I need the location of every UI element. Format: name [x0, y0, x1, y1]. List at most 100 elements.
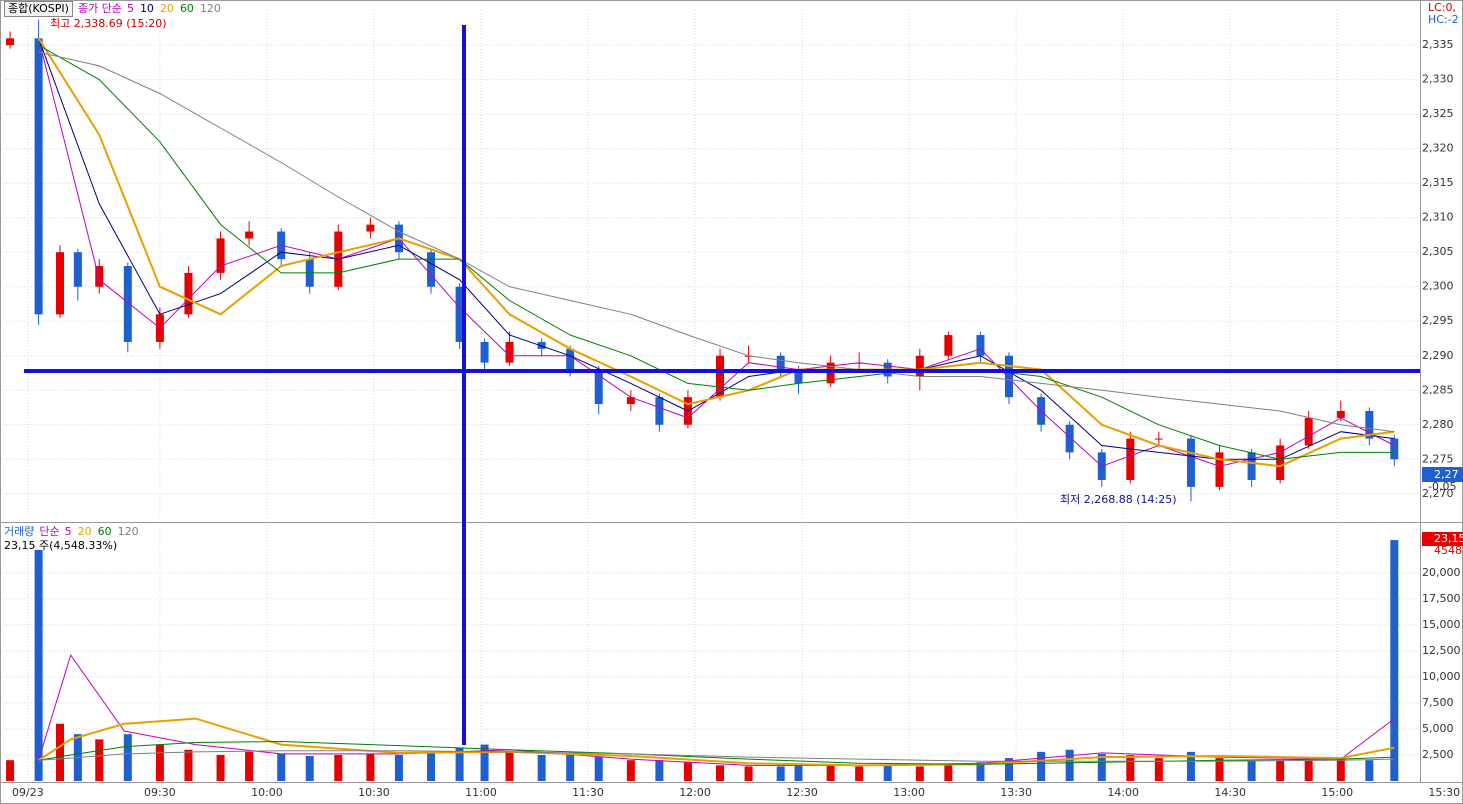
x-tick-label: 10:30: [358, 786, 390, 799]
volume-bar: [794, 765, 803, 781]
volume-bar: [366, 753, 375, 781]
volume-bar: [1154, 758, 1163, 781]
x-tick-label: 11:30: [572, 786, 604, 799]
ma-line: [38, 38, 1395, 460]
volume-info-row: 23,15 주(4,548.33%): [4, 539, 117, 553]
volume-info: 23,15 주(4,548.33%): [4, 539, 118, 552]
y-tick-label: 2,300: [1422, 280, 1454, 293]
y-tick-label: 2,325: [1422, 107, 1454, 120]
candle-body: [184, 272, 193, 315]
x-tick-label: 15:00: [1321, 786, 1353, 799]
volume-ma-label: 단순: [39, 525, 60, 538]
volume-bar: [1005, 758, 1014, 781]
volume-bar: [716, 765, 725, 781]
volume-bar: [1065, 749, 1074, 781]
candle-body: [794, 369, 803, 384]
y-tick-label: 2,290: [1422, 349, 1454, 362]
volume-bar: [1390, 540, 1399, 781]
x-tick-label: 10:00: [251, 786, 283, 799]
ma-line: [38, 38, 1395, 467]
volume-bar: [427, 751, 436, 781]
x-tick-label: 13:00: [893, 786, 925, 799]
volume-label: 거래량: [4, 525, 35, 538]
current-price: 2,27: [1434, 468, 1459, 481]
candle-body: [427, 252, 436, 287]
volume-bar: [155, 744, 164, 781]
volume-bar: [683, 762, 692, 781]
y-tick-label: 20,000: [1422, 566, 1461, 579]
volume-bar: [1276, 760, 1285, 781]
y-tick-label: 5,000: [1422, 722, 1454, 735]
lc-label: LC:0,: [1428, 1, 1456, 14]
volume-bar: [95, 739, 104, 781]
candle-body: [566, 348, 575, 370]
legend-entry[interactable]: 5: [64, 525, 72, 538]
volume-bar: [976, 762, 985, 781]
y-tick-label: 10,000: [1422, 670, 1461, 683]
volume-bar: [594, 757, 603, 781]
marks: [6, 19, 1399, 781]
volume-bar: [394, 754, 403, 781]
change-label: -0,05: [1428, 480, 1456, 493]
grid: 09/23 09:30 10:00 10:30 11:00 11:30 12:00 12:30…: [4, 10, 1461, 799]
y-tick-label: 2,500: [1422, 748, 1454, 761]
volume-bar: [305, 756, 314, 781]
legend-entry[interactable]: 60: [179, 2, 194, 15]
ma-line: [38, 44, 1395, 460]
volume-bar: [655, 760, 664, 781]
volume-bar: [6, 760, 15, 781]
candle-body: [123, 266, 132, 342]
volume-bar: [566, 753, 575, 781]
y-tick-label: 7,500: [1422, 696, 1454, 709]
candle-body: [6, 38, 15, 46]
current-box: [1422, 467, 1463, 482]
x-tick-label: 12:30: [786, 786, 818, 799]
candle-body: [34, 38, 43, 315]
y-tick-label: 2,315: [1422, 176, 1454, 189]
candle-body: [1365, 410, 1374, 439]
legend: 5 20 60 120: [65, 525, 139, 539]
candle-body: [1154, 438, 1163, 440]
y-tick-label: 2,320: [1422, 142, 1454, 155]
y-tick-label: 12,500: [1422, 644, 1461, 657]
volume-bar: [480, 744, 489, 781]
candle-body: [56, 252, 65, 315]
legend-entry[interactable]: 10: [139, 2, 154, 15]
volume-bar: [184, 749, 193, 781]
volume-bar: [505, 751, 514, 781]
candle-body: [1390, 438, 1399, 460]
candle-body: [1065, 424, 1074, 453]
candle-body: [1247, 452, 1256, 480]
volume-bar: [855, 766, 864, 781]
legend-entry[interactable]: 20: [77, 525, 92, 538]
volume-bar: [537, 754, 546, 781]
legend-entry[interactable]: 60: [97, 525, 112, 538]
legend-entry[interactable]: 120: [199, 2, 221, 15]
ma-label: 종가 단순: [77, 2, 122, 15]
volume-ratio: 4548,: [1434, 544, 1463, 557]
legend-entry[interactable]: 20: [159, 2, 174, 15]
legend-entry[interactable]: 120: [117, 525, 139, 538]
y-tick-label: 2,280: [1422, 418, 1454, 431]
candle-body: [594, 369, 603, 405]
y-tick-label: 2,270: [1422, 487, 1454, 500]
volume-bar: [1215, 758, 1224, 781]
y-tick-label: 2,285: [1422, 383, 1454, 396]
candle-body: [976, 335, 985, 356]
volume-header: 거래량 단순 5 20 60 120: [4, 525, 139, 539]
legend-entry[interactable]: 5: [126, 2, 134, 15]
candle-body: [505, 341, 514, 363]
x-tick-label: 09/23: [12, 786, 44, 799]
candle-body: [1276, 445, 1285, 480]
candle-body: [626, 397, 635, 405]
volume-bar: [744, 766, 753, 781]
y-tick-label: 2,330: [1422, 73, 1454, 86]
ma-line: [38, 717, 1395, 767]
candle-body: [216, 238, 225, 273]
volume-bar: [1247, 760, 1256, 781]
volume-bar: [34, 549, 43, 781]
symbol[interactable]: 종합(KOSPI): [4, 1, 73, 17]
